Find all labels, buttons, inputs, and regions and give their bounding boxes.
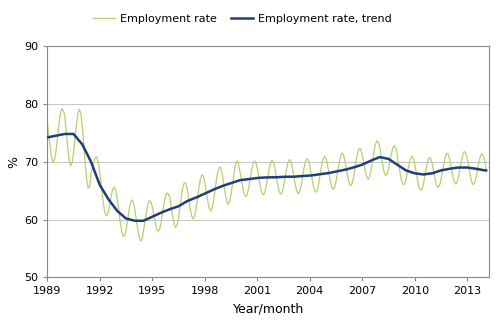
Legend: Employment rate, Employment rate, trend: Employment rate, Employment rate, trend [88,10,397,29]
Employment rate, trend [464,166,470,169]
Employment rate [403,178,409,182]
Employment rate, trend [450,166,456,170]
Employment rate, trend [62,132,68,136]
Line: Employment rate, trend: Employment rate, trend [47,134,486,221]
Employment rate, trend [461,166,467,169]
Employment rate, trend [403,168,409,172]
Employment rate [450,173,456,177]
Employment rate [461,149,467,153]
Employment rate [44,120,50,124]
Line: Employment rate: Employment rate [47,109,486,241]
Employment rate [483,167,489,171]
Employment rate [137,239,143,243]
Employment rate [352,167,358,171]
Employment rate, trend [352,165,358,169]
Employment rate [59,107,65,110]
Employment rate, trend [483,168,489,172]
Y-axis label: %: % [7,156,20,168]
Employment rate [188,214,194,218]
X-axis label: Year/month: Year/month [233,302,304,315]
Employment rate [464,156,470,160]
Employment rate, trend [44,136,50,139]
Employment rate, trend [132,219,138,223]
Employment rate, trend [188,197,194,201]
